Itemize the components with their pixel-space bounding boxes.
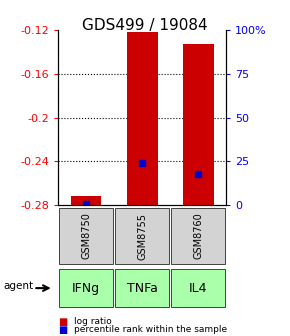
Text: agent: agent: [3, 282, 33, 291]
Text: ■: ■: [58, 325, 67, 335]
Bar: [59, 208, 113, 264]
Text: IL4: IL4: [189, 282, 207, 295]
Bar: [183, 44, 213, 205]
Text: GSM8750: GSM8750: [81, 213, 91, 259]
Text: percentile rank within the sample: percentile rank within the sample: [74, 326, 227, 334]
Text: TNFa: TNFa: [127, 282, 157, 295]
Text: log ratio: log ratio: [74, 318, 112, 326]
Text: IFNg: IFNg: [72, 282, 100, 295]
Text: ■: ■: [58, 317, 67, 327]
Bar: [171, 208, 225, 264]
Bar: [115, 208, 169, 264]
Bar: [171, 269, 225, 307]
Text: GDS499 / 19084: GDS499 / 19084: [82, 18, 208, 34]
Text: GSM8755: GSM8755: [137, 213, 147, 259]
Text: GSM8760: GSM8760: [193, 213, 203, 259]
Bar: [59, 269, 113, 307]
Bar: [115, 269, 169, 307]
Bar: [127, 33, 157, 205]
Bar: [70, 196, 102, 205]
